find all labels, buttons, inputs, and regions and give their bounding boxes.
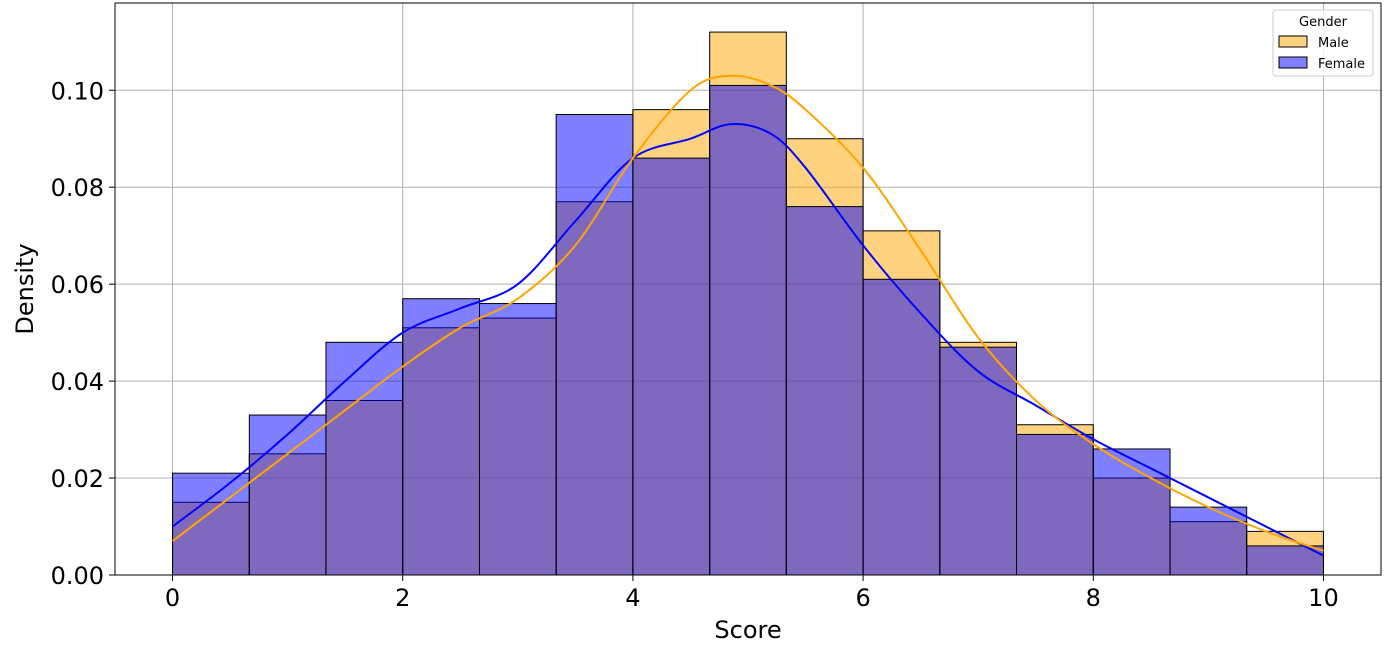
x-tick-label-4: 8: [1086, 584, 1101, 612]
female-kde-line: [171, 123, 1324, 557]
female-bar-11: [1016, 433, 1094, 576]
legend-male-swatch: [1278, 35, 1308, 48]
female-bars: [172, 84, 1324, 576]
y-tick-label-4: 0.08: [51, 174, 104, 202]
female-bar-8: [785, 206, 864, 576]
legend: Gender Male Female: [1272, 9, 1374, 77]
x-tick-label-2: 4: [625, 584, 640, 612]
female-bar-5: [555, 113, 634, 576]
x-tick-label-1: 2: [395, 584, 410, 612]
female-bar-4: [478, 303, 557, 576]
x-axis-title: Score: [714, 616, 781, 644]
female-bar-7: [709, 84, 787, 576]
legend-female-label: Female: [1318, 57, 1365, 72]
female-bar-9: [862, 278, 941, 576]
legend-title: Gender: [1299, 15, 1348, 30]
x-tick-label-3: 6: [855, 584, 870, 612]
kde-curves: [171, 74, 1324, 557]
legend-female-swatch: [1278, 56, 1308, 69]
female-bar-13: [1169, 506, 1248, 576]
y-tick-label-5: 0.10: [51, 77, 104, 105]
female-bar-2: [325, 341, 404, 576]
male-kde-line: [171, 74, 1324, 552]
female-bar-6: [632, 157, 711, 576]
y-tick-label-2: 0.04: [51, 368, 104, 396]
y-tick-label-1: 0.02: [51, 465, 104, 493]
female-bar-3: [402, 298, 480, 576]
legend-male-label: Male: [1318, 36, 1349, 51]
x-tick-label-0: 0: [165, 584, 180, 612]
female-bar-1: [248, 414, 327, 576]
female-bar-0: [172, 472, 250, 576]
y-tick-label-0: 0.00: [51, 562, 104, 590]
x-tick-label-5: 10: [1308, 584, 1339, 612]
female-bar-14: [1246, 545, 1324, 576]
female-bar-12: [1092, 448, 1171, 576]
y-axis-title: Density: [11, 243, 39, 334]
axis-ticks: 0 2 4 6 8 10 0.00 0.02 0.04 0.06 0.08 0.10: [51, 77, 1339, 612]
y-tick-label-3: 0.06: [51, 271, 104, 299]
female-bar-10: [939, 346, 1018, 576]
plot-frame: [114, 2, 1382, 576]
